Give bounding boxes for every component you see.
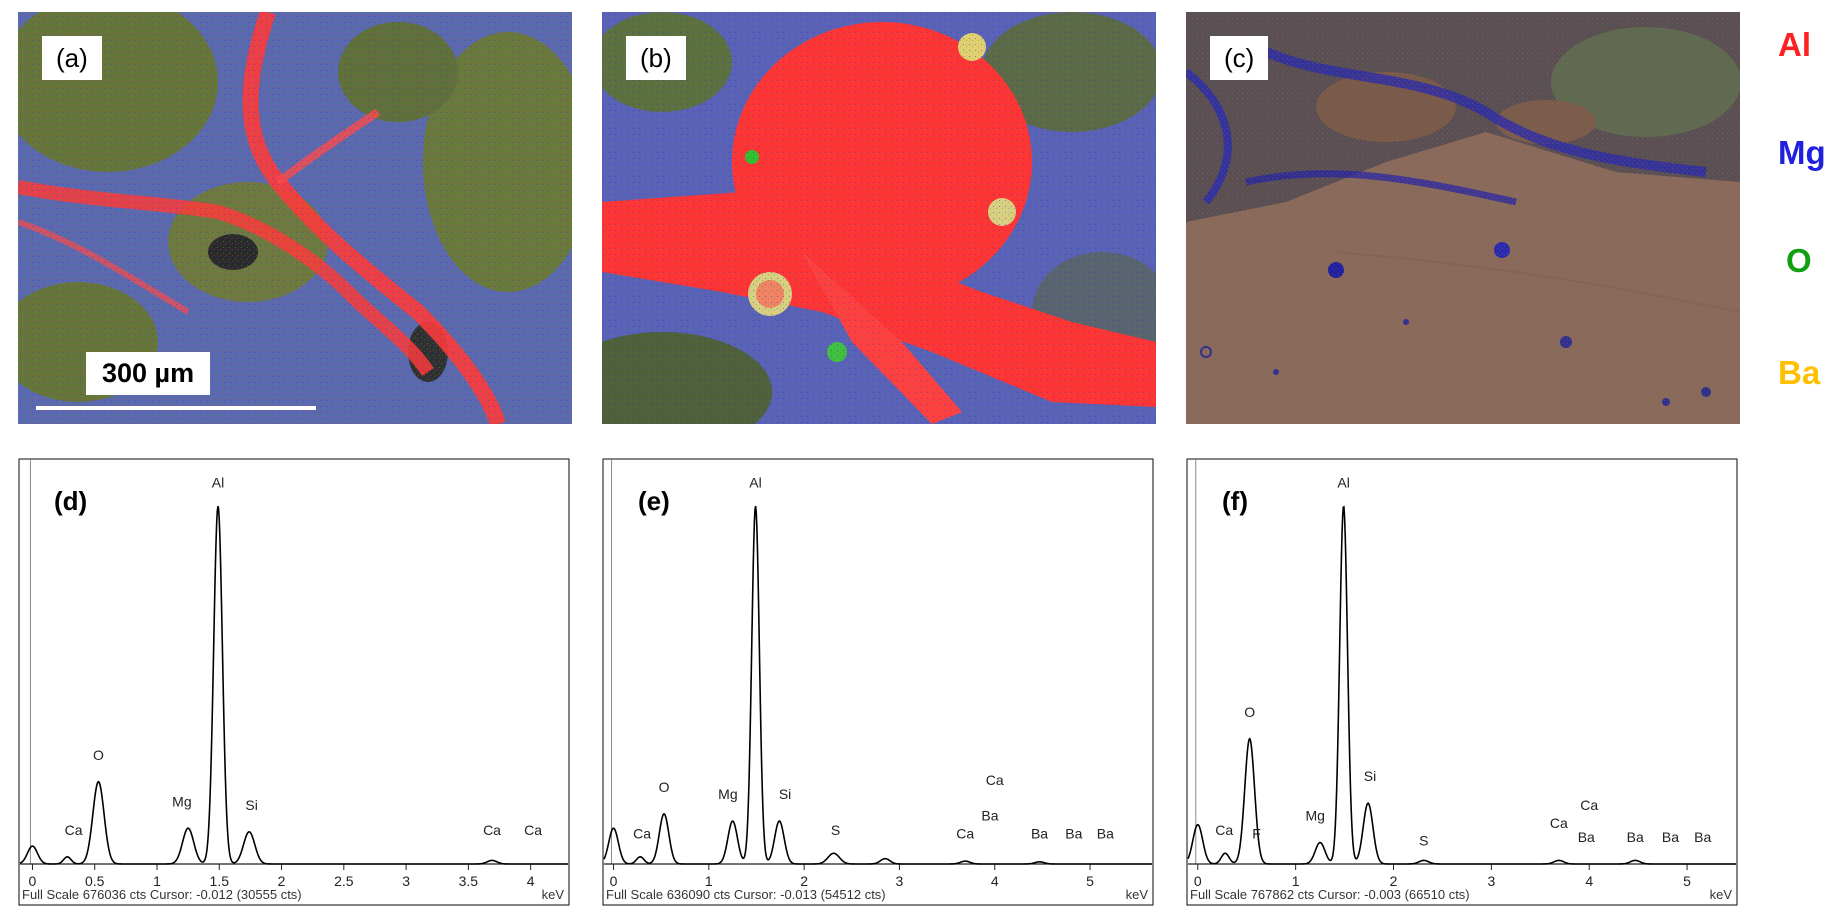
peak-label: O — [93, 747, 104, 763]
plot-frame — [602, 458, 1154, 906]
peak-label: F — [1252, 826, 1261, 842]
plot-frame — [1186, 458, 1738, 906]
map-c-image — [1186, 12, 1740, 424]
peak-label: Mg — [1305, 808, 1324, 824]
peak-label: Ba — [1627, 829, 1644, 845]
map-panel-c: (c) — [1186, 12, 1740, 424]
peak-label: O — [659, 779, 670, 795]
x-tick-label: 1 — [705, 873, 713, 889]
spectrum-e-footer: Full Scale 636090 cts Cursor: -0.013 (54… — [606, 887, 886, 902]
spectrum-trace — [603, 505, 1152, 865]
peak-label: Ba — [1694, 829, 1711, 845]
x-tick-label: 0 — [29, 873, 37, 889]
peak-label: Al — [212, 475, 224, 491]
spectrum-d-footer: Full Scale 676036 cts Cursor: -0.012 (30… — [22, 887, 302, 902]
x-tick-label: 2 — [1390, 873, 1398, 889]
spectrum-d-axis-unit: keV — [541, 887, 564, 902]
spectrum-d-plot: 0 0.5 1 1.5 2 2.5 3 3.5 4 Ca O Mg Al Si Ca Ca — [18, 458, 570, 906]
peak-label: Ca — [1215, 822, 1233, 838]
scale-bar — [36, 406, 316, 410]
x-tick-label: 5 — [1683, 873, 1691, 889]
peak-label: Ba — [1097, 826, 1114, 842]
scale-bar-label: 300 µm — [86, 352, 211, 395]
peak-label: Ca — [65, 822, 83, 838]
spectrum-trace — [19, 505, 568, 865]
peak-label: S — [831, 822, 840, 838]
peak-label: Ca — [1580, 797, 1598, 813]
x-tick-label: 1 — [1292, 873, 1300, 889]
peak-label: Ba — [1031, 826, 1048, 842]
map-panel-b: (b) — [602, 12, 1156, 424]
legend-item-o: O — [1786, 242, 1812, 279]
peak-label: Ba — [1065, 826, 1082, 842]
x-tick-label: 0.5 — [85, 873, 105, 889]
peak-label: S — [1419, 833, 1428, 849]
x-tick-label: 3 — [402, 873, 410, 889]
peak-label: Al — [749, 475, 761, 491]
x-tick-label: 2.5 — [334, 873, 354, 889]
spectrum-panel-d: 0 0.5 1 1.5 2 2.5 3 3.5 4 Ca O Mg Al Si Ca Ca (d) Full … — [18, 458, 570, 906]
x-tick-label: 5 — [1086, 873, 1094, 889]
legend-item-al: Al — [1778, 26, 1811, 63]
peak-label: Al — [1337, 475, 1349, 491]
x-tick-label: 4 — [527, 873, 535, 889]
peak-label: Ca — [524, 822, 542, 838]
peak-label: Ba — [1662, 829, 1679, 845]
x-tick-label: 4 — [1585, 873, 1593, 889]
panel-label-a: (a) — [42, 36, 102, 80]
x-tick-label: 0 — [1194, 873, 1202, 889]
peak-label: Si — [245, 797, 257, 813]
spectrum-e-plot: 0 1 2 3 4 5 Ca O Mg Al Si S Ca Ba Ca Ba Ba Ba — [602, 458, 1154, 906]
peak-label: Ca — [483, 822, 501, 838]
peak-label: Si — [1364, 768, 1376, 784]
peak-label: Ca — [633, 826, 651, 842]
peak-label: Ba — [1578, 829, 1595, 845]
spectrum-label-e: (e) — [638, 486, 670, 516]
legend-item-mg: Mg — [1778, 134, 1826, 171]
peak-label: Si — [779, 786, 791, 802]
element-color-legend: Al Mg O Ba — [1778, 26, 1846, 396]
peak-label: Mg — [718, 786, 737, 802]
x-tick-label: 3 — [896, 873, 904, 889]
x-tick-label: 1.5 — [210, 873, 230, 889]
spectrum-f-axis-unit: keV — [1709, 887, 1732, 902]
spectrum-panel-f: 0 1 2 3 4 5 Ca F O Mg Al Si S Ca Ba Ca Ba Ba Ba (f) Full S… — [1186, 458, 1738, 906]
legend-item-ba: Ba — [1778, 354, 1821, 391]
peak-label: Ca — [986, 772, 1004, 788]
x-tick-label: 1 — [153, 873, 161, 889]
x-tick-label: 2 — [278, 873, 286, 889]
panel-label-b: (b) — [626, 36, 686, 80]
spectrum-panel-e: 0 1 2 3 4 5 Ca O Mg Al Si S Ca Ba Ca Ba Ba Ba (e) Full Sc… — [602, 458, 1154, 906]
x-tick-label: 3 — [1487, 873, 1495, 889]
peak-label: Ba — [981, 808, 998, 824]
spectrum-label-d: (d) — [54, 486, 88, 516]
map-panel-a: (a) 300 µm — [18, 12, 572, 424]
spectrum-label-f: (f) — [1222, 486, 1248, 516]
x-tick-label: 4 — [991, 873, 999, 889]
map-a-image — [18, 12, 572, 424]
peak-label: Mg — [172, 793, 191, 809]
plot-frame — [18, 458, 570, 906]
peak-label: Ca — [1550, 815, 1568, 831]
x-tick-label: 0 — [610, 873, 618, 889]
spectrum-f-plot: 0 1 2 3 4 5 Ca F O Mg Al Si S Ca Ba Ca Ba Ba Ba — [1186, 458, 1738, 906]
panel-label-c: (c) — [1210, 36, 1269, 80]
spectrum-f-footer: Full Scale 767862 cts Cursor: -0.003 (66… — [1190, 887, 1470, 902]
peak-label: O — [1244, 704, 1255, 720]
map-b-image — [602, 12, 1156, 424]
x-tick-label: 3.5 — [459, 873, 479, 889]
spectrum-trace — [1187, 505, 1736, 865]
spectrum-e-axis-unit: keV — [1125, 887, 1148, 902]
peak-label: Ca — [956, 826, 974, 842]
x-tick-label: 2 — [800, 873, 808, 889]
